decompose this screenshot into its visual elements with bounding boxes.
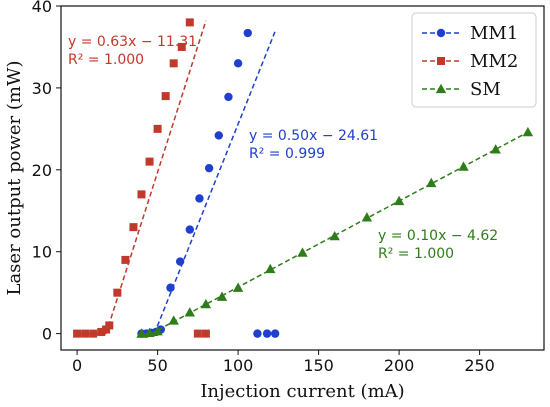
series-sm-point bbox=[265, 263, 276, 274]
series-sm-point bbox=[136, 328, 147, 338]
x-tick-label: 150 bbox=[303, 356, 334, 375]
series-mm2-point bbox=[185, 18, 194, 27]
y-tick-label: 30 bbox=[32, 79, 52, 98]
series-mm1-point bbox=[243, 28, 252, 38]
series-sm-point bbox=[200, 298, 212, 309]
series-mm1-point bbox=[262, 329, 272, 338]
series-mm1-point bbox=[204, 163, 214, 173]
legend-sm-marker bbox=[435, 83, 447, 94]
legend-mm1-label: MM1 bbox=[470, 23, 518, 44]
series-mm2-point bbox=[89, 329, 98, 338]
series-sm-point bbox=[184, 307, 195, 317]
series-mm2-point bbox=[113, 288, 122, 297]
series-mm2-point bbox=[177, 42, 186, 51]
series-mm2-point bbox=[121, 255, 130, 264]
series-mm1-point bbox=[214, 131, 223, 140]
x-tick-label: 100 bbox=[223, 356, 254, 375]
series-sm-point bbox=[329, 230, 340, 241]
series-mm2-point bbox=[97, 327, 106, 336]
series-mm2-point bbox=[161, 92, 170, 101]
series-mm2-point bbox=[193, 329, 202, 338]
series-sm-point bbox=[232, 282, 244, 292]
series-mm1-point bbox=[195, 194, 204, 203]
series-mm1-fit-equation: y = 0.50x − 24.61 bbox=[249, 128, 378, 144]
plot-frame bbox=[60, 5, 545, 351]
y-tick-label: 10 bbox=[32, 243, 52, 262]
series-mm1-point bbox=[185, 225, 194, 234]
series-sm-point bbox=[393, 195, 405, 206]
series-mm1-point bbox=[166, 283, 175, 292]
x-axis-title: Injection current (mA) bbox=[200, 381, 404, 402]
series-mm2-point bbox=[145, 157, 154, 166]
x-tick-label: 50 bbox=[147, 356, 167, 375]
series-mm2-point bbox=[102, 325, 111, 334]
series-sm-point bbox=[426, 177, 437, 188]
series-mm2-point bbox=[169, 59, 178, 68]
series-mm2-point bbox=[137, 190, 146, 199]
series-sm-point bbox=[152, 325, 163, 336]
series-sm-point bbox=[490, 144, 501, 154]
x-tick-label: 250 bbox=[464, 356, 495, 375]
series-sm-fit-equation: y = 0.10x − 4.62 bbox=[378, 228, 498, 244]
y-axis-title: Laser output power (mW) bbox=[4, 61, 25, 296]
legend-mm2-marker bbox=[437, 57, 445, 65]
series-mm2-point bbox=[81, 329, 90, 338]
series-sm-point bbox=[361, 212, 373, 222]
series-mm2-fit-line bbox=[105, 20, 207, 334]
series-mm1-point bbox=[233, 59, 243, 68]
y-tick-label: 40 bbox=[32, 0, 52, 16]
series-mm2-fit-r2: R² = 1.000 bbox=[68, 52, 144, 68]
legend-mm1-marker bbox=[436, 28, 446, 38]
series-mm1-point bbox=[270, 329, 280, 338]
series-mm2-point bbox=[129, 223, 138, 232]
series-sm-fit-r2: R² = 1.000 bbox=[378, 246, 454, 262]
series-mm2-point bbox=[105, 321, 114, 330]
series-mm2-point bbox=[73, 329, 82, 338]
series-sm-point bbox=[216, 291, 228, 301]
series-mm1-fit-r2: R² = 0.999 bbox=[249, 146, 325, 162]
series-sm-point bbox=[144, 327, 155, 337]
series-mm2-point bbox=[201, 329, 210, 338]
x-tick-label: 200 bbox=[384, 356, 415, 375]
series-mm1-point bbox=[224, 92, 233, 102]
series-mm2-fit-equation: y = 0.63x − 11.31 bbox=[68, 34, 197, 50]
series-sm-point bbox=[168, 315, 179, 325]
series-mm1-fit-line bbox=[153, 31, 276, 334]
y-tick-label: 20 bbox=[32, 161, 52, 180]
legend-mm2-label: MM2 bbox=[470, 51, 518, 72]
legend-sm-label: SM bbox=[470, 79, 501, 100]
x-tick-label: 0 bbox=[72, 356, 82, 375]
series-mm1-point bbox=[175, 257, 185, 266]
series-mm2-point bbox=[153, 124, 162, 133]
series-sm-point bbox=[458, 161, 469, 171]
y-tick-label: 0 bbox=[42, 325, 52, 344]
series-mm1-point bbox=[253, 329, 262, 338]
series-sm-point bbox=[297, 247, 308, 257]
series-sm-point bbox=[522, 126, 534, 137]
